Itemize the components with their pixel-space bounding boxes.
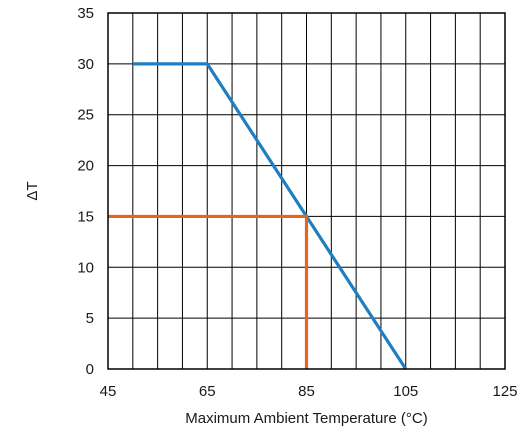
y-axis-label: ΔT <box>24 181 41 200</box>
derating-curve-line <box>132 62 408 370</box>
x-tick-labels: 45 65 85 105 125 <box>100 383 518 400</box>
x-tick-label: 65 <box>199 383 216 400</box>
y-tick-label: 25 <box>77 107 94 124</box>
x-tick-label: 125 <box>492 383 517 400</box>
y-tick-label: 10 <box>77 259 94 276</box>
x-tick-label: 85 <box>298 383 315 400</box>
y-tick-label: 0 <box>86 361 94 378</box>
x-tick-label: 45 <box>100 383 117 400</box>
series-group <box>108 62 408 370</box>
y-tick-label: 35 <box>77 5 94 22</box>
y-tick-label: 20 <box>77 158 94 175</box>
x-axis-label: Maximum Ambient Temperature (°C) <box>185 410 427 427</box>
x-tick-label: 105 <box>393 383 418 400</box>
example-marker-line <box>108 214 309 369</box>
y-tick-label: 15 <box>77 208 94 225</box>
y-tick-label: 30 <box>77 56 94 73</box>
y-tick-labels: 0 5 10 15 20 25 30 35 <box>77 5 94 378</box>
y-tick-label: 5 <box>86 310 94 327</box>
plot-frame <box>107 12 506 370</box>
